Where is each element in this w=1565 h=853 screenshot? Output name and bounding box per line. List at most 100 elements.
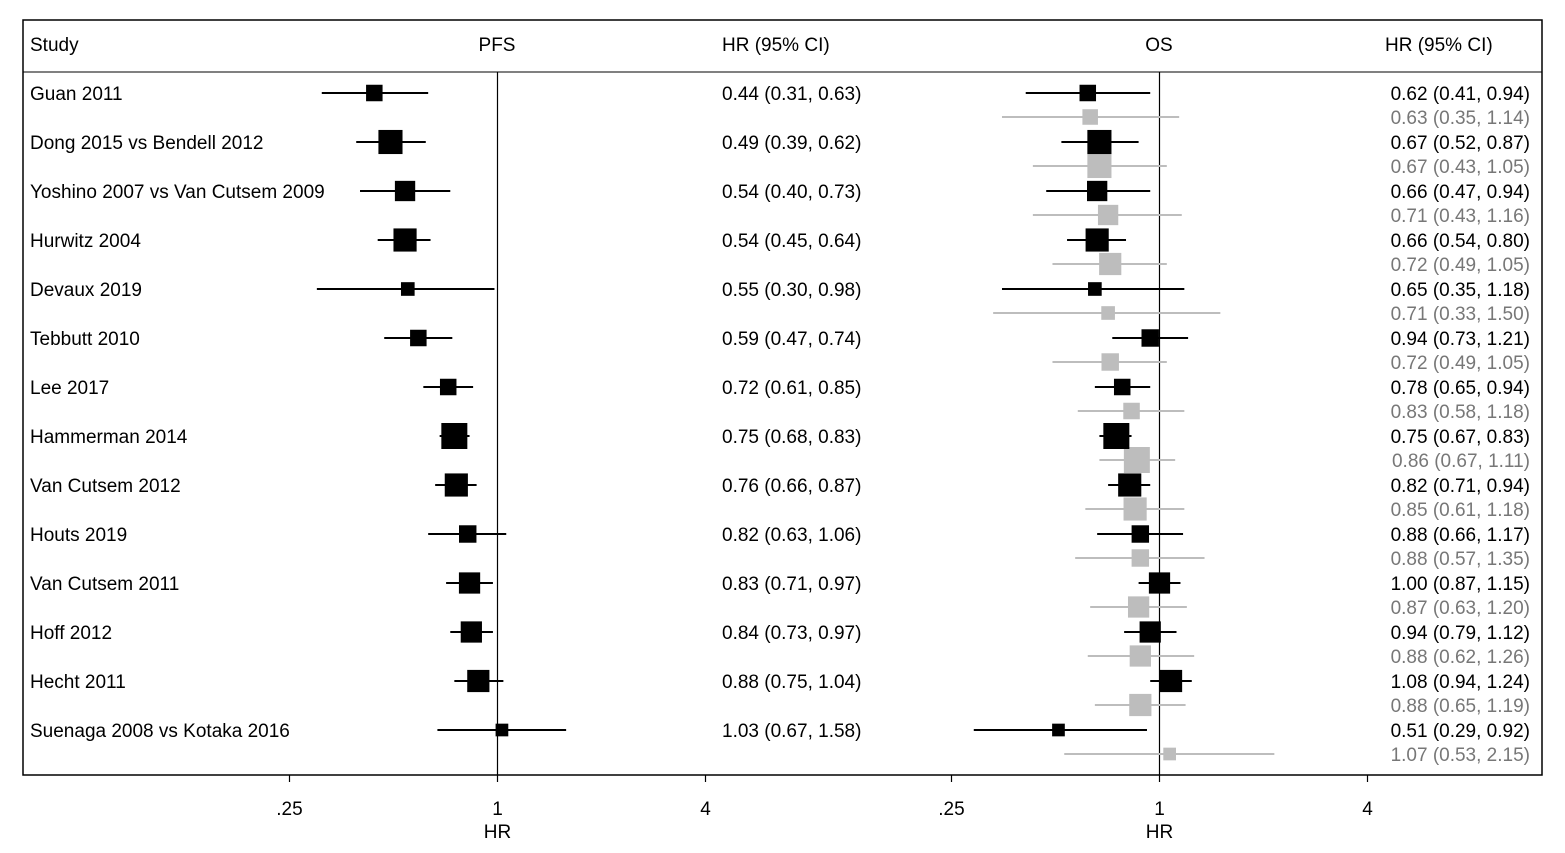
os-hr-square: [1103, 423, 1130, 449]
os-hr-ci-label: 0.62 (0.41, 0.94): [1391, 84, 1530, 105]
os-hr-ci-label: 0.75 (0.67, 0.83): [1391, 427, 1530, 448]
pfs-estimate: [384, 329, 453, 347]
pfs-estimate: [439, 423, 470, 449]
os-secondary-estimate: [1001, 109, 1180, 125]
os-secondary-hr-square: [1129, 693, 1152, 717]
os-secondary-estimate: [1094, 693, 1186, 717]
pfs-hr-ci-label: 0.82 (0.63, 1.06): [722, 525, 861, 546]
os-estimate: [1138, 572, 1181, 594]
pfs-hr-square: [439, 378, 457, 396]
pfs-hr-ci-label: 0.49 (0.39, 0.62): [722, 133, 861, 154]
study-label: Dong 2015 vs Bendell 2012: [30, 133, 263, 154]
os-hr-square: [1085, 228, 1109, 252]
os-estimate: [1061, 129, 1139, 155]
os-hr-ci-label: 1.00 (0.87, 1.15): [1391, 574, 1530, 595]
os-secondary-estimate: [1052, 252, 1167, 276]
study-label: Guan 2011: [30, 84, 123, 105]
pfs-hr-ci-label: 0.44 (0.31, 0.63): [722, 84, 861, 105]
study-label: Hecht 2011: [30, 672, 126, 693]
header-study: Study: [30, 35, 79, 56]
axis-tick-label: .25: [938, 799, 964, 820]
os-secondary-hr-ci-label: 1.07 (0.53, 2.15): [1391, 745, 1530, 766]
os-hr-ci-label: 0.82 (0.71, 0.94): [1391, 476, 1530, 497]
pfs-hr-square: [458, 572, 481, 594]
os-secondary-estimate: [1087, 645, 1195, 667]
study-label: Yoshino 2007 vs Van Cutsem 2009: [30, 182, 325, 203]
os-secondary-hr-square: [1101, 306, 1115, 320]
os-secondary-hr-ci-label: 0.67 (0.43, 1.05): [1391, 157, 1530, 178]
plot-frame: [22, 19, 1543, 776]
os-estimate: [1067, 228, 1127, 252]
os-hr-ci-label: 0.66 (0.47, 0.94): [1391, 182, 1530, 203]
pfs-hr-ci-label: 1.03 (0.67, 1.58): [722, 721, 861, 742]
pfs-hr-ci-label: 0.54 (0.45, 0.64): [722, 231, 861, 252]
os-hr-ci-label: 0.51 (0.29, 0.92): [1391, 721, 1530, 742]
os-estimate: [1112, 329, 1189, 347]
os-estimate: [1124, 621, 1177, 643]
axis-label-hr: HR: [484, 822, 511, 843]
os-hr-square: [1052, 723, 1065, 737]
os-hr-square: [1131, 525, 1150, 543]
os-hr-square: [1141, 329, 1159, 347]
os-estimate: [1025, 84, 1151, 102]
os-secondary-hr-square: [1131, 549, 1150, 567]
os-hr-square: [1139, 621, 1161, 643]
os-estimate: [1099, 423, 1132, 449]
os-secondary-hr-square: [1101, 353, 1119, 371]
study-label: Houts 2019: [30, 525, 127, 546]
pfs-hr-ci-label: 0.55 (0.30, 0.98): [722, 280, 861, 301]
os-secondary-estimate: [1090, 596, 1187, 618]
pfs-hr-ci-label: 0.75 (0.68, 0.83): [722, 427, 861, 448]
os-hr-ci-label: 0.94 (0.79, 1.12): [1391, 623, 1530, 644]
os-secondary-estimate: [1052, 353, 1167, 371]
header-os-hr-ci: HR (95% CI): [1385, 35, 1493, 56]
axis-tick-label: 1: [1154, 799, 1165, 820]
os-secondary-hr-ci-label: 0.87 (0.63, 1.20): [1391, 598, 1530, 619]
os-secondary-hr-square: [1123, 497, 1147, 521]
pfs-estimate: [321, 84, 429, 102]
os-secondary-estimate: [1032, 204, 1182, 226]
os-hr-square: [1159, 669, 1183, 693]
os-estimate: [1097, 525, 1184, 543]
pfs-hr-ci-label: 0.72 (0.61, 0.85): [722, 378, 861, 399]
os-secondary-estimate: [1077, 402, 1185, 420]
os-secondary-hr-ci-label: 0.85 (0.61, 1.18): [1391, 500, 1530, 521]
pfs-hr-square: [444, 473, 468, 497]
pfs-hr-square: [410, 329, 427, 347]
os-secondary-estimate: [993, 306, 1221, 320]
study-label: Hurwitz 2004: [30, 231, 141, 252]
pfs-estimate: [423, 378, 474, 396]
os-secondary-hr-ci-label: 0.72 (0.49, 1.05): [1391, 255, 1530, 276]
study-label: Lee 2017: [30, 378, 109, 399]
pfs-hr-ci-label: 0.54 (0.40, 0.73): [722, 182, 861, 203]
pfs-hr-square: [393, 228, 417, 252]
pfs-estimate: [356, 129, 426, 155]
study-label: Hoff 2012: [30, 623, 112, 644]
os-secondary-hr-ci-label: 0.88 (0.65, 1.19): [1391, 696, 1530, 717]
pfs-estimate: [360, 180, 451, 202]
study-label: Tebbutt 2010: [30, 329, 140, 350]
os-hr-ci-label: 1.08 (0.94, 1.24): [1391, 672, 1530, 693]
study-label: Hammerman 2014: [30, 427, 188, 448]
os-secondary-hr-ci-label: 0.88 (0.62, 1.26): [1391, 647, 1530, 668]
pfs-hr-square: [467, 669, 490, 693]
os-estimate: [1001, 282, 1185, 296]
pfs-hr-square: [460, 621, 482, 643]
os-estimate: [1108, 473, 1151, 497]
pfs-hr-square: [458, 525, 477, 543]
pfs-estimate: [446, 572, 493, 594]
os-secondary-hr-ci-label: 0.88 (0.57, 1.35): [1391, 549, 1530, 570]
os-hr-ci-label: 0.67 (0.52, 0.87): [1391, 133, 1530, 154]
pfs-hr-ci-label: 0.84 (0.73, 0.97): [722, 623, 861, 644]
study-label: Van Cutsem 2012: [30, 476, 181, 497]
os-hr-ci-label: 0.94 (0.73, 1.21): [1391, 329, 1530, 350]
pfs-hr-square: [394, 180, 416, 202]
pfs-hr-square: [378, 129, 403, 155]
pfs-estimate: [377, 228, 431, 252]
pfs-estimate: [316, 282, 495, 296]
pfs-estimate: [454, 669, 504, 693]
os-secondary-estimate: [1085, 497, 1185, 521]
os-hr-square: [1113, 378, 1131, 396]
os-hr-square: [1079, 84, 1097, 102]
os-secondary-hr-ci-label: 0.83 (0.58, 1.18): [1391, 402, 1530, 423]
